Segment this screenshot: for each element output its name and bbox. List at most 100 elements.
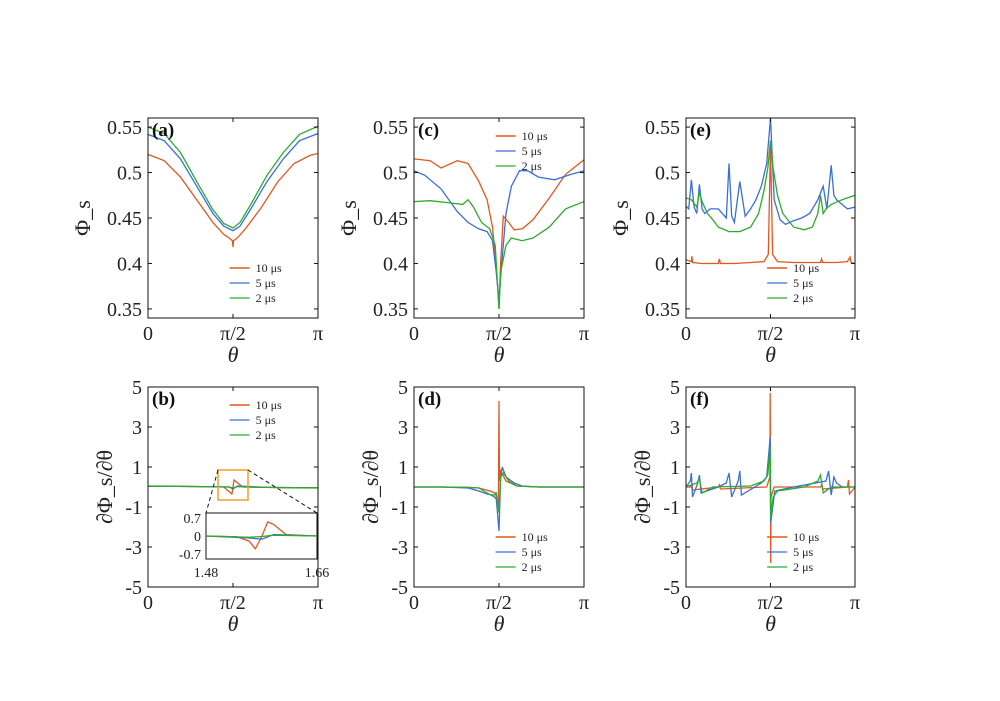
y-tick-label: 0.35	[645, 299, 680, 321]
y-tick-label: 0.35	[107, 299, 142, 321]
y-axis-label: Φ_s	[70, 200, 95, 236]
panel-label: (a)	[152, 120, 174, 141]
y-tick-label: 3	[398, 417, 408, 439]
y-tick-label: -3	[391, 537, 408, 559]
x-tick-label: π	[850, 323, 860, 345]
series-line	[686, 140, 855, 233]
y-tick-label: -3	[663, 537, 680, 559]
series-line	[686, 118, 855, 226]
legend-label: 10 μs	[256, 261, 282, 275]
y-tick-label: 0.55	[107, 117, 142, 139]
panel-label: (d)	[418, 389, 441, 410]
series-line	[148, 125, 318, 229]
y-tick-label: 1	[398, 457, 408, 479]
inset-x-tick-label: 1.66	[305, 566, 330, 581]
x-tick-label: 0	[409, 323, 419, 345]
y-tick-label: 1	[132, 457, 142, 479]
chart-panel: 0 π/2 π -5 -3 -1 1 3 5 θ ∂Φ_s/∂θ (b) 10 μs5 μs2 μs 0.…	[92, 377, 329, 636]
series-line	[148, 132, 318, 232]
legend-label: 10 μs	[522, 129, 548, 143]
y-tick-label: -1	[391, 497, 408, 519]
series-line	[686, 446, 855, 520]
x-axis-label: θ	[228, 342, 239, 367]
panel-label: (b)	[152, 389, 175, 410]
y-tick-label: 0.45	[373, 208, 408, 230]
y-tick-label: -1	[663, 497, 680, 519]
series-line	[414, 198, 584, 309]
panel-label: (f)	[690, 389, 709, 410]
y-tick-label: 0.35	[373, 299, 408, 321]
x-tick-label: 0	[681, 323, 691, 345]
chart-panel: 0 π/2 π 0.35 0.4 0.45 0.5 0.55 θ Φ_s (c) 10 μs5 μs2…	[336, 117, 589, 367]
x-axis-label: θ	[228, 611, 239, 636]
y-tick-label: 0.4	[655, 253, 680, 275]
zoom-connector	[205, 469, 219, 514]
x-tick-label: π	[313, 323, 323, 345]
legend-label: 5 μs	[256, 276, 276, 290]
inset-y-tick-label: 0.7	[184, 512, 202, 527]
x-tick-label: π/2	[758, 592, 784, 614]
y-tick-label: 0.4	[383, 253, 408, 275]
y-tick-label: -3	[125, 537, 142, 559]
y-tick-label: 3	[670, 417, 680, 439]
y-tick-label: 0.45	[107, 208, 142, 230]
legend-label: 10 μs	[256, 398, 282, 412]
panel-label: (e)	[690, 120, 711, 141]
series-line	[414, 170, 584, 300]
y-tick-label: -1	[125, 497, 142, 519]
y-tick-label: 0.4	[117, 253, 142, 275]
x-tick-label: π/2	[220, 592, 246, 614]
legend-label: 5 μs	[522, 545, 542, 559]
legend-label: 5 μs	[256, 413, 276, 427]
y-axis-label: ∂Φ_s/∂θ	[92, 450, 117, 524]
x-tick-label: π	[313, 592, 323, 614]
x-axis-label: θ	[765, 611, 776, 636]
inset-y-tick-label: 0	[194, 530, 201, 545]
x-axis-label: θ	[765, 342, 776, 367]
series-line	[148, 152, 318, 248]
inset-series-line	[205, 534, 318, 538]
y-axis-label: Φ_s	[608, 200, 633, 236]
series-line	[414, 158, 584, 309]
x-tick-label: 0	[143, 592, 153, 614]
y-axis-label: ∂Φ_s/∂θ	[630, 450, 655, 524]
series-line	[414, 400, 584, 506]
zoom-box	[217, 469, 249, 501]
y-tick-label: 5	[670, 377, 680, 399]
chart-panel: 0 π/2 π 0.35 0.4 0.45 0.5 0.55 θ Φ_s (a) 10 μs5 μs2…	[70, 117, 323, 367]
inset-x-tick-label: 1.48	[194, 566, 219, 581]
y-axis-label: Φ_s	[336, 200, 361, 236]
x-tick-label: 0	[681, 592, 691, 614]
y-tick-label: 5	[132, 377, 142, 399]
y-tick-label: 0.55	[645, 117, 680, 139]
y-axis-label: ∂Φ_s/∂θ	[358, 450, 383, 524]
legend-label: 10 μs	[793, 261, 819, 275]
chart-panel: 0 π/2 π -5 -3 -1 1 3 5 θ ∂Φ_s/∂θ (f) 10 μs5 μs2 μs	[630, 377, 860, 636]
x-axis-label: θ	[494, 611, 505, 636]
y-tick-label: 3	[132, 417, 142, 439]
legend-label: 5 μs	[522, 144, 542, 158]
legend-label: 10 μs	[793, 530, 819, 544]
y-tick-label: 1	[670, 457, 680, 479]
y-tick-label: 0.55	[373, 117, 408, 139]
series-line	[686, 145, 855, 265]
y-tick-label: 0.45	[645, 208, 680, 230]
x-tick-label: π	[579, 592, 589, 614]
x-tick-label: π	[579, 323, 589, 345]
x-tick-label: 0	[143, 323, 153, 345]
x-axis-label: θ	[494, 342, 505, 367]
legend-label: 5 μs	[793, 545, 813, 559]
x-tick-label: 0	[409, 592, 419, 614]
legend-label: 2 μs	[793, 291, 813, 305]
y-tick-label: -5	[663, 577, 680, 599]
legend-label: 2 μs	[256, 291, 276, 305]
chart-panel: 0 π/2 π -5 -3 -1 1 3 5 θ ∂Φ_s/∂θ (d) 10 μs5 μs2 μs	[358, 377, 589, 636]
legend-label: 2 μs	[522, 560, 542, 574]
x-tick-label: π/2	[486, 592, 512, 614]
inset-y-tick-label: -0.7	[179, 548, 201, 563]
y-tick-label: 5	[398, 377, 408, 399]
x-tick-label: π	[850, 592, 860, 614]
chart-panel: 0 π/2 π 0.35 0.4 0.45 0.5 0.55 θ Φ_s (e) 10 μs5 μs2…	[608, 117, 860, 367]
x-tick-label: π/2	[486, 323, 512, 345]
